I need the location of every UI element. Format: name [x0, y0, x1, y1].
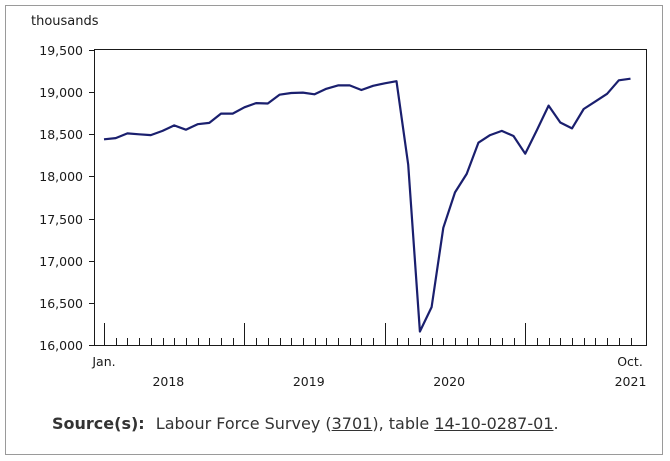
- y-tick-label: 19,000: [39, 85, 83, 100]
- y-tick-label: 18,000: [39, 169, 83, 184]
- survey-number-link[interactable]: 3701: [331, 414, 373, 433]
- x-year-label: 2019: [293, 374, 325, 389]
- y-tick-label: 18,500: [39, 127, 83, 142]
- source-text-before: Labour Force Survey (: [155, 414, 332, 433]
- source-line: Source(s): Labour Force Survey (3701), t…: [52, 414, 559, 433]
- y-tick-label: 19,500: [39, 43, 83, 58]
- source-label: Source(s):: [52, 414, 145, 433]
- chart-frame: [5, 5, 663, 455]
- x-year-label: 2018: [152, 374, 184, 389]
- y-tick-label: 16,500: [39, 296, 83, 311]
- table-number-link[interactable]: 14-10-0287-01: [434, 414, 554, 433]
- x-first-month-label: Jan.: [91, 354, 115, 369]
- series-line: [103, 77, 631, 333]
- y-tick-label: 17,000: [39, 254, 83, 269]
- x-year-label: 2020: [433, 374, 465, 389]
- plot-area: [94, 49, 647, 346]
- y-tick-label: 16,000: [39, 338, 83, 353]
- x-last-month-label: Oct.: [617, 354, 643, 369]
- y-axis-unit-label: thousands: [31, 14, 99, 29]
- source-text-middle: ), table: [372, 414, 435, 433]
- y-tick-label: 17,500: [39, 212, 83, 227]
- source-text-after: .: [553, 414, 559, 433]
- x-year-label: 2021: [615, 374, 647, 389]
